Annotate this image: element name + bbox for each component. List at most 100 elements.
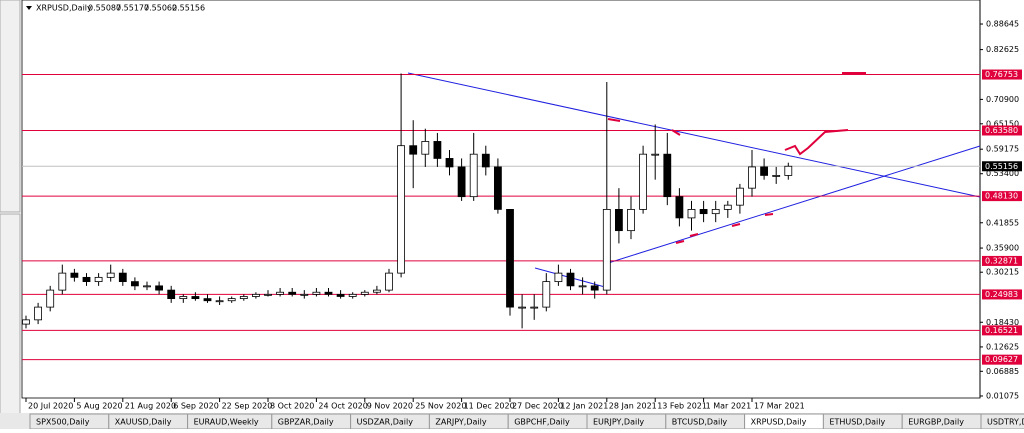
x-tick-label: 22 Sep 2020 [222,402,273,411]
candle-body [675,196,684,219]
candle-body [82,276,91,283]
candle-body [46,289,55,308]
candle-body [723,204,732,210]
tab-label[interactable]: SPX500,Daily [36,418,90,427]
x-tick-label: 11 Dec 2020 [464,402,515,411]
candle-body [94,276,103,283]
tab-label[interactable]: XRPUSD,Daily [751,418,807,427]
header-value: 0.55062 [144,4,177,13]
candle-body [493,166,502,210]
y-tick-label: 0.41855 [986,218,1019,227]
candle-body [409,145,418,155]
candle-body [385,272,393,291]
candle-body [469,153,478,198]
level-label-box [982,255,1022,266]
x-tick-label: 24 Oct 2020 [318,402,367,411]
candle-body [167,289,176,300]
level-label: 0.16521 [985,326,1018,335]
candle-body [566,272,575,287]
level-label-box [982,125,1022,136]
y-tick-label: 0.18430 [986,318,1019,327]
level-label: 0.48130 [985,192,1018,201]
tab-label[interactable]: USDZAR,Daily [357,418,414,427]
x-tick-label: 17 Mar 2021 [754,402,805,411]
candle-body [433,141,442,159]
candle-body [251,293,260,297]
x-tick-label: 25 Nov 2020 [415,402,466,411]
level-label: 0.24983 [985,290,1018,299]
tab-label[interactable]: GBPCHF,Daily [514,418,570,427]
candle-body [155,285,164,291]
candle-body [58,272,67,291]
candle-body [784,165,793,176]
header-value: 0.55087 [88,4,121,13]
x-tick-label: 6 Sep 2020 [173,402,219,411]
tab-label[interactable]: EURAUD,Weekly [194,418,259,427]
candle-body [179,296,188,300]
candle-body [530,306,539,309]
candle-body [590,285,599,291]
tab-label[interactable]: ETHUSD,Daily [829,418,885,427]
candle-body [457,166,466,198]
tab-label[interactable]: EURGBP,Daily [908,418,964,427]
level-label-box [982,325,1022,336]
level-label: 0.63580 [985,126,1018,135]
candle-body [663,153,672,198]
header-value: 0.55156 [172,4,205,13]
x-tick-label: 5 Aug 2020 [76,402,122,411]
tab-label[interactable]: USDTRY,Daily [987,418,1024,427]
candle-body [360,291,369,295]
candle-body [312,291,321,295]
level-label: 0.76753 [985,70,1018,79]
candle-body [264,293,272,296]
candle-body [736,187,744,206]
candle-body [578,285,587,288]
x-tick-label: 21 Aug 2020 [125,402,176,411]
y-tick-label: 0.30215 [986,268,1019,277]
candle-body [711,209,720,215]
tab-label[interactable]: GBPZAR,Daily [278,418,334,427]
tab-label[interactable]: ZARJPY,Daily [435,418,486,427]
y-tick-label: 0.53400 [986,169,1019,178]
x-tick-label: 12 Jan 2021 [560,402,608,411]
candle-body [143,285,151,288]
candle-body [203,298,212,302]
candle-body [397,145,406,274]
y-tick-label: 0.35900 [986,244,1019,253]
tab-label[interactable]: EURJPY,Daily [593,418,644,427]
level-label-box [982,69,1022,80]
candle-body [118,272,127,283]
candle-body [372,289,381,293]
candle-body [421,141,430,155]
candle-body [772,175,781,177]
y-tick-label: 0.59175 [986,145,1019,154]
candle-body [748,166,756,189]
tab-label[interactable]: XAUUSD,Daily [115,418,172,427]
candle-body [276,291,285,295]
candle-body [481,153,490,168]
y-tick-label: 0.06885 [986,367,1019,376]
x-tick-label: 28 Jan 2021 [609,402,657,411]
candle-body [542,281,551,308]
candle-body [300,293,309,296]
y-tick-label: 0.01075 [986,391,1019,400]
y-tick-label: 0.65150 [986,119,1019,128]
level-label-box [982,191,1022,202]
candle-body [70,272,79,278]
candle-body [227,298,236,302]
candle-body [191,296,200,300]
last-price-label: 0.55156 [985,162,1018,171]
candle-body [518,306,526,309]
candle-body [615,209,623,232]
x-tick-label: 27 Dec 2020 [512,402,563,411]
x-tick-label: 20 Jul 2020 [28,402,73,411]
side-panel [0,213,21,415]
candle-body [130,281,139,287]
candle-body [348,293,357,297]
tab-label[interactable]: BTCUSD,Daily [672,418,728,427]
candle-body [602,209,611,291]
candle-body [22,319,30,325]
level-label-box [982,289,1022,300]
candle-body [639,153,647,210]
candle-body [324,291,333,295]
